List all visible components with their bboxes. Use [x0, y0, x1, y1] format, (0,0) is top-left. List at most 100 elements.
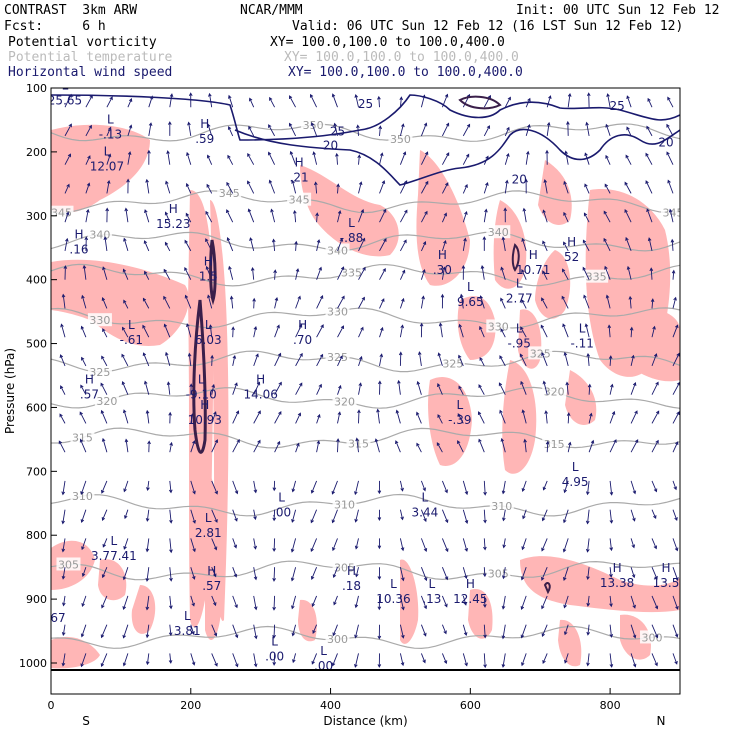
wind-vector	[226, 209, 234, 223]
wind-vector	[121, 381, 129, 395]
wind-vector	[190, 595, 195, 607]
pv-region	[493, 200, 527, 289]
wind-vector	[295, 268, 300, 280]
extremum-marker: H	[567, 235, 576, 249]
extremum-value: .00	[265, 649, 284, 663]
extremum-value: .70	[293, 333, 312, 347]
wind-vector	[587, 383, 592, 395]
theta-label-bg	[325, 304, 350, 318]
extremum-value: 2.77	[506, 292, 533, 306]
wind-vector	[605, 154, 611, 165]
wind-vector	[64, 153, 72, 165]
wind-vector	[420, 151, 429, 165]
axes-layer: 0 200 400 600 800 100 200 300 400 500 600 700 800 900…	[3, 82, 665, 728]
wind-vector	[545, 440, 550, 453]
wind-vector	[479, 356, 485, 367]
y-tick-label: 600	[26, 401, 47, 414]
wind-vector	[524, 178, 528, 194]
wind-vector	[186, 323, 192, 338]
wind-vector	[672, 509, 678, 521]
x-tick-label: 600	[460, 699, 481, 712]
wind-vector	[123, 299, 129, 309]
x-end-label-south: S	[82, 714, 90, 728]
theta-label-bg	[486, 319, 511, 333]
wind-vector	[249, 237, 255, 252]
wind-vector	[232, 382, 238, 395]
wind-vector	[521, 299, 527, 309]
wind-vector	[169, 567, 173, 582]
wind-vector	[205, 210, 213, 223]
wind-vector	[520, 567, 527, 581]
wind-vector	[651, 509, 657, 520]
wind-vector	[625, 236, 632, 252]
pv-region	[558, 619, 582, 667]
wind-vector	[521, 653, 527, 667]
wind-vector	[190, 653, 196, 666]
theta-contour-line	[51, 386, 680, 409]
pv-region	[205, 470, 222, 640]
wind-vector	[479, 295, 485, 309]
wind-vector	[630, 624, 637, 639]
pv-region	[298, 599, 317, 642]
wind-vector	[232, 538, 238, 549]
wind-vector	[483, 595, 487, 608]
wind-vector	[166, 150, 171, 165]
wind-vector	[310, 480, 318, 494]
wind-vector	[584, 183, 590, 194]
theta-contour-label: 320	[334, 395, 355, 408]
wind-vector	[169, 441, 173, 453]
wind-vector	[295, 382, 303, 395]
x-tick-label: 200	[180, 699, 201, 712]
theta-contour-line	[51, 307, 680, 329]
theta-contour-label: 315	[72, 432, 93, 445]
extremum-marker: L	[390, 577, 397, 591]
wind-vector	[420, 295, 425, 309]
pv-region	[502, 360, 537, 474]
wind-vector	[354, 653, 359, 668]
wind-vector	[268, 124, 275, 137]
wind-vector	[604, 183, 611, 194]
extremum-marker: H	[613, 561, 622, 575]
wind-vector	[377, 624, 382, 640]
wind-vector	[609, 410, 616, 424]
wind-vector	[147, 440, 151, 453]
wind-vector	[59, 354, 66, 367]
wind-vector	[85, 208, 90, 223]
wind-vector	[354, 509, 359, 523]
wind-vector	[145, 538, 150, 553]
theta-contour-label: 310	[72, 490, 93, 503]
wind-vector	[358, 382, 363, 395]
wind-vector	[247, 180, 255, 194]
wind-vector	[311, 653, 318, 665]
wind-vector	[272, 595, 276, 611]
wind-vector	[420, 567, 428, 582]
wind-vector	[399, 324, 405, 338]
wind-vector	[143, 380, 150, 395]
wind-vector	[101, 595, 108, 609]
theta-contour-label: 305	[58, 558, 79, 571]
wind-vector	[100, 624, 108, 639]
wind-vector	[190, 480, 196, 495]
wind-vector	[624, 208, 632, 223]
wind-vector	[630, 354, 635, 367]
wind-vector	[609, 509, 614, 524]
wind-vector	[647, 97, 653, 108]
wind-vector	[546, 95, 552, 108]
extremum-marker: H	[662, 561, 671, 575]
wind-vector	[101, 480, 108, 494]
extremum-marker: L	[271, 634, 278, 648]
wind-vector	[541, 509, 548, 522]
wind-vector	[105, 207, 109, 223]
wind-vector	[295, 323, 303, 338]
wind-vector	[400, 209, 408, 223]
wind-vector	[441, 480, 448, 494]
wind-vector	[483, 125, 491, 137]
wind-vector	[504, 179, 509, 194]
extremum-marker: H	[85, 372, 94, 386]
wind-vector	[231, 326, 235, 338]
theta-label-bg	[332, 560, 357, 574]
wind-vector	[650, 298, 655, 309]
wind-vector	[499, 409, 506, 424]
theta-contour-label: 345	[219, 187, 240, 200]
wind-vector	[502, 509, 506, 522]
